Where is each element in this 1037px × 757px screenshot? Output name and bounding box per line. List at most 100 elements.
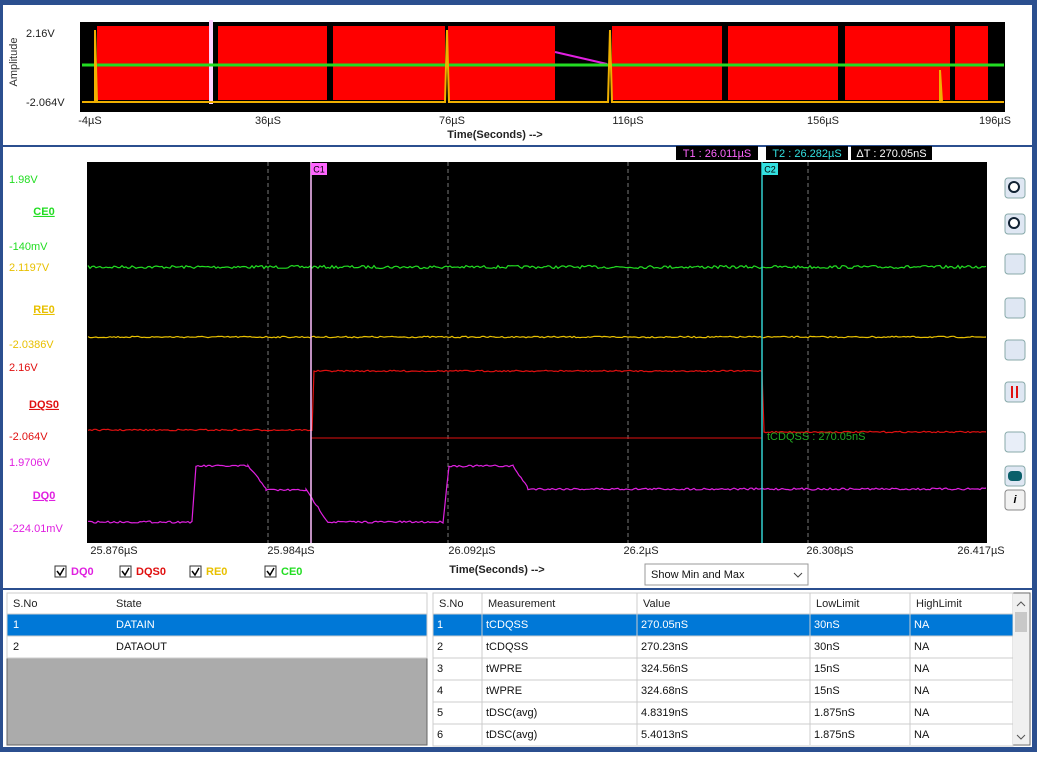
table-cell: NA (914, 685, 930, 697)
overview-burst (218, 26, 327, 100)
scroll-up (1016, 601, 1026, 607)
table-header-cell: HighLimit (916, 598, 962, 610)
overview-y-title: Amplitude (8, 38, 20, 87)
table-cell: 2 (13, 641, 19, 653)
overview-y-max: 2.16V (26, 28, 55, 40)
table-header-cell: Value (643, 598, 670, 610)
channel-checkbox[interactable] (264, 565, 277, 578)
overview-burst (955, 26, 988, 100)
table-cell: 30nS (814, 641, 840, 653)
table-cell: DATAIN (116, 619, 155, 631)
info-button[interactable] (1004, 489, 1026, 511)
table-row[interactable] (6, 613, 428, 637)
cursor-c1-label: C1 (313, 164, 325, 174)
overview-burst (728, 26, 838, 100)
table-cell: 4 (437, 685, 443, 697)
table-header-cell: Measurement (488, 598, 555, 610)
channel-checkbox[interactable] (119, 565, 132, 578)
overview-x-tick-label: 76µS (439, 115, 465, 127)
overview-trace (82, 29, 1004, 103)
cursor-readout: T1 : 26.011µS (683, 148, 752, 160)
overview-burst (97, 26, 210, 100)
bars-icon (1011, 386, 1013, 398)
checkbox-label: CE0 (281, 566, 302, 578)
info-icon: i (1013, 494, 1017, 506)
channel-name: CE0 (33, 206, 54, 218)
overview-x-title: Time(Seconds) --> (447, 129, 542, 141)
table-cell: 15nS (814, 685, 840, 697)
toolbar-button[interactable] (1004, 431, 1026, 453)
overview-y-min: -2.064V (26, 97, 65, 109)
overview-burst (448, 26, 555, 100)
checkbox-tick (56, 567, 65, 577)
toolbar-button[interactable] (1004, 297, 1026, 319)
view-dropdown[interactable] (644, 563, 809, 586)
toolbar-button[interactable] (1004, 339, 1026, 361)
table-cell: 3 (437, 663, 443, 675)
table-cell: 1.875nS (814, 729, 855, 741)
channel-checkbox[interactable] (189, 565, 202, 578)
overview-burst (612, 26, 722, 100)
cursor-c1-tag (311, 163, 327, 175)
overview-x-tick-label: 36µS (255, 115, 281, 127)
x-tick-label: 26.308µS (806, 545, 853, 557)
table-cell: tWPRE (486, 685, 522, 697)
table-cell: 2 (437, 641, 443, 653)
channel-scale-max: 1.9706V (9, 457, 51, 469)
channel-scale-max: 2.16V (9, 362, 38, 374)
overview-burst (845, 26, 950, 100)
channel-scale-min: -2.0386V (9, 339, 54, 351)
top-border (0, 0, 1037, 5)
checkbox-label: RE0 (206, 566, 227, 578)
table-cell: 270.05nS (641, 619, 688, 631)
bottom-border (0, 747, 1037, 752)
table-cell: 30nS (814, 619, 840, 631)
x-axis-title: Time(Seconds) --> (449, 564, 544, 576)
cursor-readout-box (766, 146, 848, 160)
table-cell: tCDQSS (486, 641, 528, 653)
table-cell: 15nS (814, 663, 840, 675)
table-cell: NA (914, 663, 930, 675)
right-border (1032, 0, 1037, 752)
table-cell: NA (914, 641, 930, 653)
overview-x-tick-label: 156µS (807, 115, 839, 127)
channel-checkbox[interactable] (54, 565, 67, 578)
table-cell: tDSC(avg) (486, 729, 537, 741)
overview-trace (554, 51, 608, 65)
table-cell: NA (914, 729, 930, 741)
scroll-down (1016, 734, 1026, 740)
table-cell: NA (914, 619, 930, 631)
cursor-readout: ΔT : 270.05nS (856, 148, 926, 160)
channel-name: RE0 (33, 304, 54, 316)
cursor-readout-box (851, 146, 932, 160)
table-cell: DATAOUT (116, 641, 167, 653)
re0-trace (87, 335, 987, 339)
cursor-c2-tag (762, 163, 778, 175)
table-cell: 1 (437, 619, 443, 631)
scrollbar-thumb[interactable] (1015, 612, 1027, 632)
channel-scale-max: 1.98V (9, 174, 38, 186)
table-cell: tDSC(avg) (486, 707, 537, 719)
channel-name: DQ0 (33, 490, 56, 502)
toolbar-button[interactable] (1004, 253, 1026, 275)
table-cell: tWPRE (486, 663, 522, 675)
zoom-out-icon (1008, 217, 1020, 229)
checkbox-tick (266, 567, 275, 577)
table-cell: 6 (437, 729, 443, 741)
table-cell: 1.875nS (814, 707, 855, 719)
dqs0-trace (87, 369, 987, 434)
table-cell: tCDQSS (486, 619, 528, 631)
overview-x-tick-label: 196µS (979, 115, 1011, 127)
table-header-cell: S.No (13, 598, 37, 610)
table-row[interactable] (6, 635, 428, 659)
dq0-trace (87, 463, 987, 524)
x-tick-label: 25.984µS (267, 545, 314, 557)
table-header-cell: LowLimit (816, 598, 859, 610)
channel-scale-min: -140mV (9, 241, 48, 253)
x-tick-label: 26.092µS (448, 545, 495, 557)
toolbar-button[interactable] (1004, 381, 1026, 403)
channel-name: DQS0 (29, 399, 59, 411)
table-cell: 4.8319nS (641, 707, 688, 719)
table-header (6, 592, 428, 615)
